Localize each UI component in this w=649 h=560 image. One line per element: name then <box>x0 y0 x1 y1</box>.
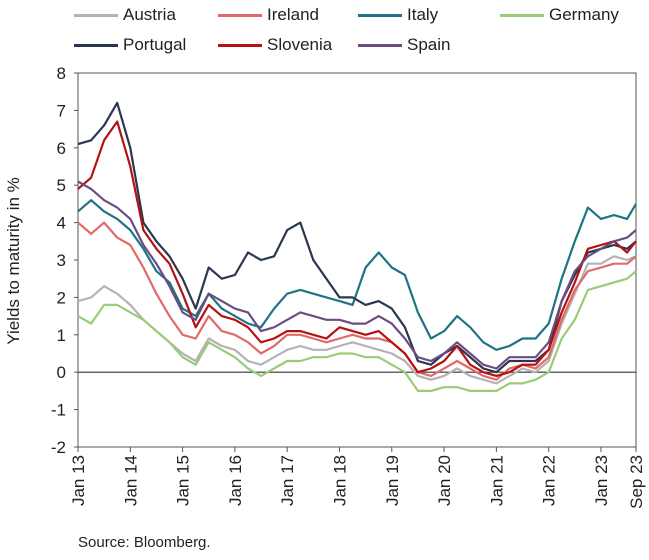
y-tick-label: 1 <box>57 326 66 345</box>
y-axis-label: Yields to maturity in % <box>4 177 23 345</box>
legend-label-ireland: Ireland <box>267 5 319 24</box>
y-tick-label: -2 <box>51 438 66 457</box>
series-line-spain <box>77 180 637 370</box>
legend-label-spain: Spain <box>407 35 451 54</box>
series-line-italy <box>77 199 637 351</box>
legend-swatch-portugal <box>74 43 118 47</box>
x-tick-label: Jan 19 <box>383 455 402 506</box>
legend-item-italy: Italy <box>358 4 438 26</box>
legend-item-ireland: Ireland <box>218 4 319 26</box>
legend-label-germany: Germany <box>549 5 619 24</box>
legend-item-austria: Austria <box>74 4 176 26</box>
y-tick-label: 8 <box>57 64 66 83</box>
legend-item-germany: Germany <box>500 4 619 26</box>
legend-swatch-ireland <box>218 13 262 17</box>
legend-item-portugal: Portugal <box>74 34 186 56</box>
series-line-slovenia <box>77 120 637 377</box>
series-line-germany <box>77 270 637 392</box>
x-tick-label: Sep 23 <box>627 455 646 509</box>
chart-series <box>77 101 637 392</box>
legend-swatch-spain <box>358 43 402 47</box>
legend-swatch-italy <box>358 13 402 17</box>
legend-label-portugal: Portugal <box>123 35 187 54</box>
y-tick-label: 3 <box>57 251 66 270</box>
x-tick-label: Jan 23 <box>592 455 611 506</box>
x-tick-label: Jan 13 <box>69 455 88 506</box>
legend-swatch-slovenia <box>218 43 262 47</box>
y-tick-label: 6 <box>57 139 66 158</box>
legend-label-austria: Austria <box>123 5 176 24</box>
legend: Austria Ireland Italy Germany Portugal S… <box>0 0 649 62</box>
series-line-ireland <box>77 221 637 381</box>
x-tick-label: Jan 21 <box>487 455 506 506</box>
y-tick-label: -1 <box>51 401 66 420</box>
legend-swatch-austria <box>74 13 118 17</box>
legend-item-slovenia: Slovenia <box>218 34 332 56</box>
y-tick-label: 4 <box>57 214 66 233</box>
source-note: Source: Bloomberg. <box>78 534 211 551</box>
x-tick-label: Jan 14 <box>121 455 140 506</box>
legend-label-slovenia: Slovenia <box>267 35 333 54</box>
y-tick-label: 5 <box>57 176 66 195</box>
y-tick-label: 2 <box>57 288 66 307</box>
x-tick-label: Jan 16 <box>226 455 245 506</box>
x-tick-label: Jan 17 <box>278 455 297 506</box>
x-tick-label: Jan 15 <box>174 455 193 506</box>
x-tick-label: Jan 22 <box>540 455 559 506</box>
x-tick-label: Jan 18 <box>330 455 349 506</box>
y-tick-label: 7 <box>57 101 66 120</box>
legend-swatch-germany <box>500 13 544 17</box>
plot-frame <box>77 72 637 448</box>
x-tick-label: Jan 20 <box>435 455 454 506</box>
y-tick-label: 0 <box>57 363 66 382</box>
legend-item-spain: Spain <box>358 34 450 56</box>
legend-label-italy: Italy <box>407 5 439 24</box>
